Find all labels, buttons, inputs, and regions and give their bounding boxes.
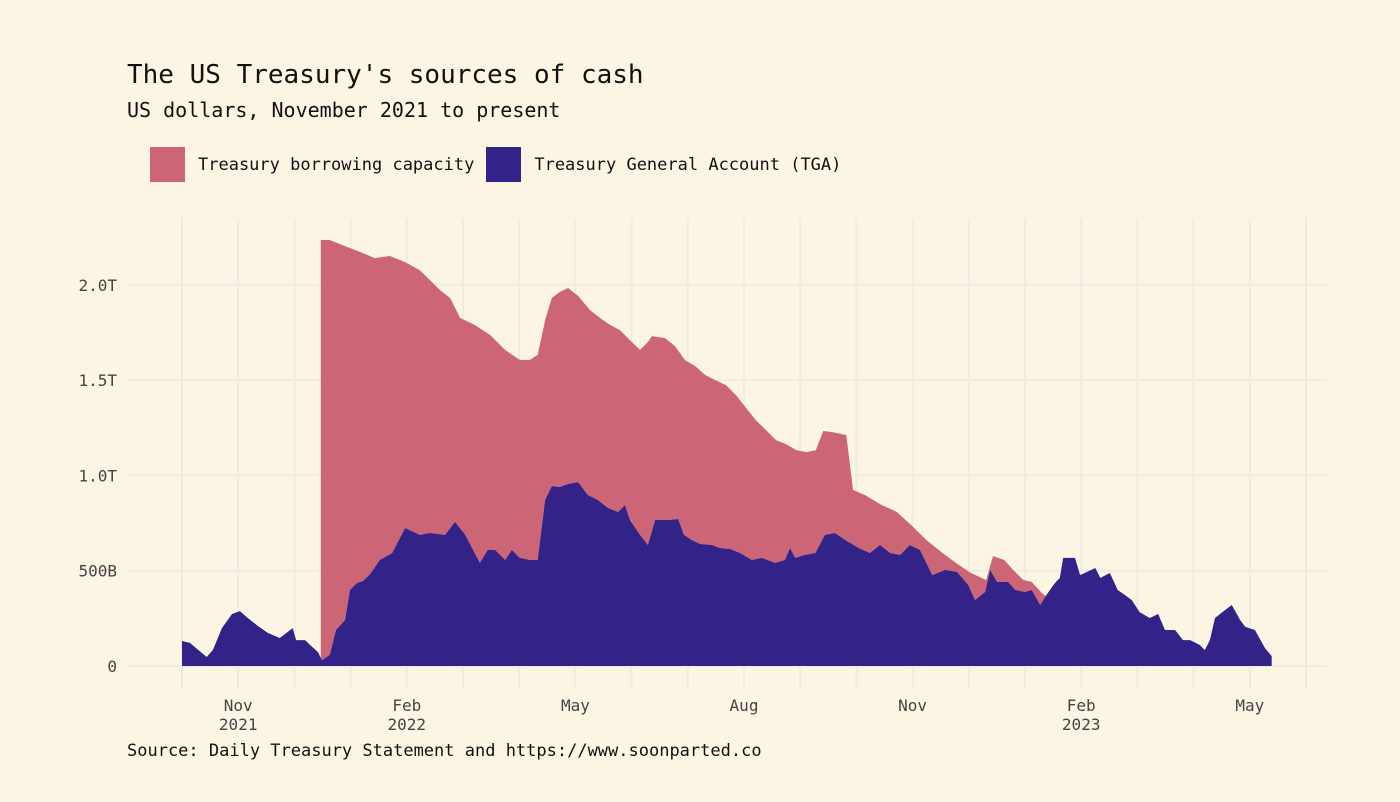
- y-tick-label: 2.0T: [78, 276, 117, 295]
- legend-swatch-borrowing-capacity: [150, 147, 185, 182]
- x-tick-year-label: 2022: [388, 715, 427, 734]
- area-series: [182, 240, 1272, 666]
- legend: Treasury borrowing capacity Treasury Gen…: [150, 147, 853, 182]
- legend-item-tga: Treasury General Account (TGA): [486, 147, 841, 182]
- legend-swatch-tga: [486, 147, 522, 182]
- y-tick-label: 1.0T: [78, 466, 117, 485]
- legend-label-tga: Treasury General Account (TGA): [534, 154, 842, 175]
- x-tick-label: Feb: [1067, 696, 1096, 715]
- legend-label-borrowing-capacity: Treasury borrowing capacity: [198, 154, 475, 175]
- x-tick-label: May: [561, 696, 590, 715]
- x-tick-label: Nov: [224, 696, 253, 715]
- y-tick-label: 1.5T: [78, 371, 117, 390]
- x-tick-year-label: 2023: [1062, 715, 1101, 734]
- x-tick-year-label: 2021: [219, 715, 258, 734]
- y-tick-label: 500B: [78, 562, 117, 581]
- x-tick-label: Nov: [898, 696, 927, 715]
- x-tick-label: Feb: [392, 696, 421, 715]
- y-axis-labels: 0 500B 1.0T 1.5T 2.0T: [78, 276, 117, 676]
- y-tick-label: 0: [107, 657, 117, 676]
- area-tga: [182, 482, 1272, 666]
- chart-subtitle: US dollars, November 2021 to present: [127, 98, 561, 122]
- legend-item-borrowing-capacity: Treasury borrowing capacity: [150, 147, 474, 182]
- source-note: Source: Daily Treasury Statement and htt…: [127, 741, 762, 761]
- chart-title: The US Treasury's sources of cash: [127, 60, 644, 90]
- x-tick-label: Aug: [730, 696, 759, 715]
- area-borrowing-capacity: [320, 240, 1057, 661]
- x-tick-label: May: [1235, 696, 1264, 715]
